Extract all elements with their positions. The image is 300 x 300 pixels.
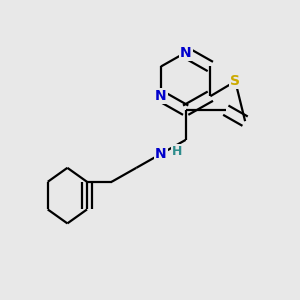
Text: S: S bbox=[230, 74, 240, 88]
Text: H: H bbox=[172, 145, 182, 158]
Text: N: N bbox=[155, 147, 167, 161]
Text: N: N bbox=[180, 46, 191, 59]
Text: N: N bbox=[155, 89, 167, 103]
